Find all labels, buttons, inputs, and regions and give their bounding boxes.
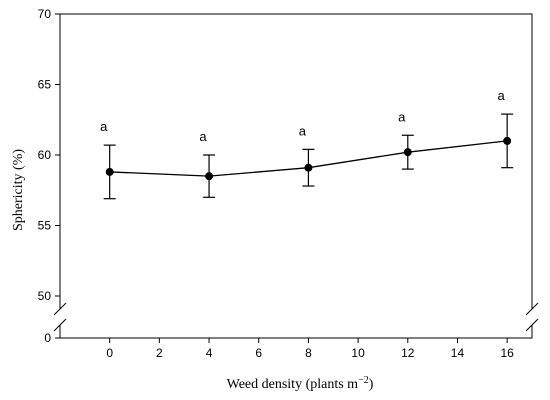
x-tick-label: 8 [305,346,312,360]
marks: a a a a a [100,88,514,200]
data-point [503,136,512,145]
data-point [403,148,412,157]
data-point [205,172,214,181]
x-tick-label: 14 [451,346,465,360]
x-tick-label: 16 [500,346,514,360]
axis-break-mark-left-lower [53,318,67,332]
x-axis-title-main: Weed density (plants m [227,377,359,392]
significance-label: a [100,119,108,134]
significance-label: a [398,109,406,124]
x-tick-label: 4 [206,346,213,360]
x-tick-label: 2 [156,346,163,360]
y-axis-title: Sphericity (%) [11,149,26,231]
plot-frame [59,13,533,339]
significance-label: a [199,129,207,144]
x-tick-label: 0 [106,346,113,360]
data-point [304,163,313,172]
x-axis-title: Weed density (plants m−2) [227,375,374,393]
x-axis-title-close: ) [369,377,374,392]
y-tick-label: 50 [38,289,52,303]
axis-break-mark-left-upper [53,302,67,316]
data-point [105,167,114,176]
y-tick-label: 0 [44,331,51,345]
y-tick-label: 65 [38,78,52,92]
y-tick-label: 55 [38,219,52,233]
axes [53,13,539,339]
y-tick-label: 70 [38,7,52,21]
x-axis-title-superscript: −2 [358,375,369,386]
x-tick-label: 6 [255,346,262,360]
axis-break-mark-right-lower [525,318,539,332]
x-tick-label: 10 [351,346,365,360]
significance-label: a [498,88,506,103]
axis-break-mark-right-upper [525,302,539,316]
y-tick-label: 60 [38,148,52,162]
ticks: 0 2 4 6 8 10 12 14 16 50 55 60 65 70 0 [38,7,515,360]
x-tick-label: 12 [401,346,415,360]
significance-label: a [299,123,307,138]
